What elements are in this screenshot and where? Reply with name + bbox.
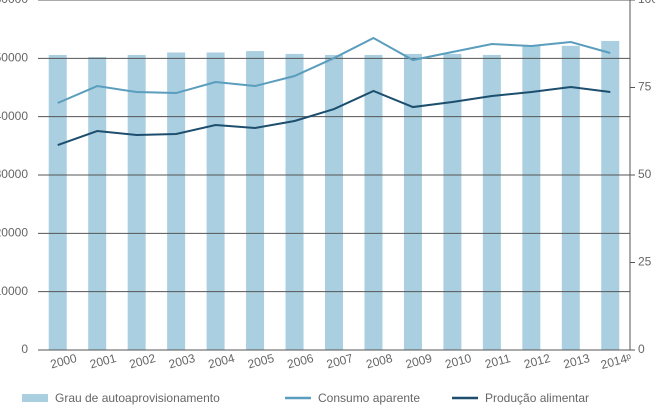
bar [364, 54, 383, 350]
y-tick-label: 10000 [0, 284, 28, 298]
bar [206, 52, 225, 350]
legend-label: Grau de autoaprovisionamento [55, 391, 220, 405]
legend-swatch [22, 394, 48, 402]
bar [522, 45, 541, 350]
y-tick-label: 20000 [0, 226, 28, 240]
y2-tick-label: 100 [638, 0, 655, 6]
bar [88, 57, 107, 351]
x-tick-label: 2014ᵖ [599, 350, 633, 372]
bar [561, 45, 580, 350]
bar [403, 53, 422, 351]
x-tick-label: 2000 [49, 351, 79, 372]
bar [601, 40, 620, 350]
y2-tick-label: 0 [638, 342, 645, 356]
bar [325, 54, 343, 350]
bar [167, 52, 186, 350]
y2-tick-label: 75 [638, 80, 652, 94]
x-tick-label: 2005 [246, 351, 276, 372]
bar [127, 54, 146, 350]
x-tick-label: 2010 [443, 351, 473, 372]
x-tick-label: 2006 [286, 351, 316, 372]
x-tick-label: 2003 [167, 351, 197, 372]
x-tick-label: 2011 [483, 351, 512, 371]
x-tick-label: 2013 [562, 351, 592, 372]
bar [285, 53, 304, 351]
x-tick-label: 2009 [404, 351, 434, 372]
y-tick-label: 40000 [0, 109, 28, 123]
x-tick-label: 2001 [88, 351, 118, 372]
x-tick-label: 2007 [325, 351, 355, 372]
x-tick-label: 2002 [128, 351, 158, 372]
y-tick-label: 50000 [0, 51, 28, 65]
x-tick-label: 2012 [522, 351, 552, 372]
bar [48, 54, 67, 350]
bar [482, 54, 501, 350]
legend-label: Consumo aparente [318, 391, 420, 405]
bar [443, 53, 462, 351]
y2-tick-label: 25 [638, 255, 652, 269]
x-tick-label: 2008 [365, 351, 395, 372]
y-tick-label: 30000 [0, 167, 28, 181]
line [57, 86, 611, 146]
legend-label: Produção alimentar [485, 391, 589, 405]
y-tick-label: 60000 [0, 0, 28, 6]
y-tick-label: 0 [21, 342, 28, 356]
line [57, 36, 611, 104]
x-tick-label: 2004 [207, 351, 237, 372]
y2-tick-label: 50 [638, 167, 652, 181]
bar [246, 51, 265, 350]
